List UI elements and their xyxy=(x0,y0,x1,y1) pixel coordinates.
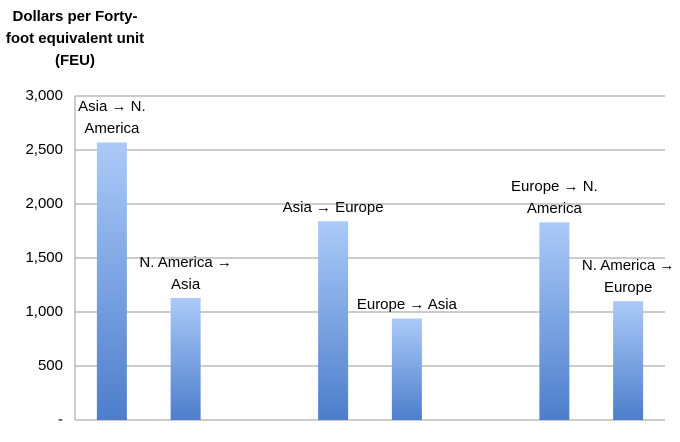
y-tick-label: 2,500 xyxy=(25,141,63,158)
chart-title: Dollars per Forty-foot equivalent unit (… xyxy=(5,8,145,69)
bar xyxy=(539,222,570,420)
category-label: Asia → Europe xyxy=(282,199,384,217)
bar xyxy=(170,297,201,420)
y-tick-label: - xyxy=(58,411,63,428)
category-label: Europe → Asia xyxy=(356,296,457,314)
category-label: N. America → Asia xyxy=(139,253,232,293)
bar xyxy=(391,318,422,420)
y-tick-label: 1,500 xyxy=(25,249,63,266)
bar xyxy=(613,301,644,420)
y-tick-label: 500 xyxy=(38,357,63,374)
category-label: N. America → Europe xyxy=(581,257,675,297)
y-tick-label: 2,000 xyxy=(25,195,63,212)
y-tick-label: 1,000 xyxy=(25,303,63,320)
category-label: Europe → N. America xyxy=(511,178,598,218)
bar xyxy=(318,221,349,420)
bar xyxy=(96,142,127,420)
y-tick-label: 3,000 xyxy=(25,87,63,104)
category-label: Asia → N. America xyxy=(78,98,146,138)
